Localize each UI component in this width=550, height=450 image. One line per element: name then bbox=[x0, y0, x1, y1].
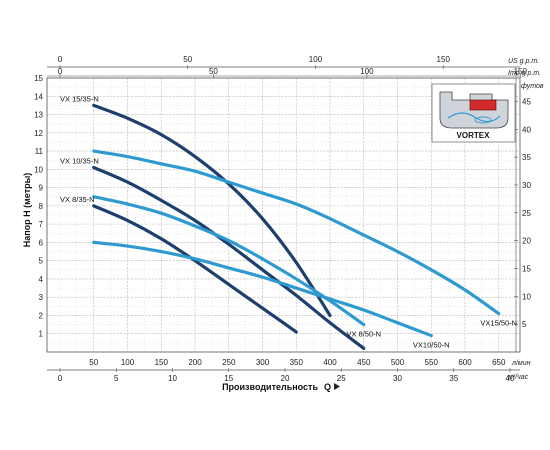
x-tick-label: 450 bbox=[357, 358, 371, 367]
vortex-inset: VORTEX bbox=[431, 83, 516, 143]
curve-labels: VX 15/35-N VX 10/35-N VX 8/35-N VX 8/50-N VX… bbox=[60, 94, 517, 349]
x-tick-label: 650 bbox=[492, 358, 506, 367]
y2-tick-label: 20 bbox=[522, 237, 531, 246]
top-us-tick-label: 100 bbox=[309, 55, 323, 64]
x2-unit-label: м³/час bbox=[508, 374, 529, 381]
y-tick-label: 10 bbox=[34, 165, 43, 174]
y-tick-label: 9 bbox=[39, 184, 44, 193]
x-tick-label: 150 bbox=[155, 358, 169, 367]
x2-tick-label: 20 bbox=[281, 374, 290, 383]
y-tick-label: 11 bbox=[35, 147, 44, 156]
x-tick-label: 600 bbox=[458, 358, 472, 367]
series-label-vx-15-35-n: VX 15/35-N bbox=[60, 94, 99, 103]
y-tick-label: 7 bbox=[39, 220, 44, 229]
x-tick-label: 400 bbox=[323, 358, 337, 367]
series-line-vx-15-35-n bbox=[92, 103, 332, 318]
x2-tick-label: 35 bbox=[449, 374, 458, 383]
y-tick-label: 15 bbox=[34, 74, 43, 83]
y2-tick-label: 25 bbox=[522, 209, 531, 218]
x2-tick-label: 10 bbox=[168, 374, 177, 383]
y-tick-label: 13 bbox=[34, 111, 43, 120]
x-tick-label: 550 bbox=[425, 358, 439, 367]
series-label-vx-8-50-n: VX 8/50-N bbox=[346, 330, 381, 339]
x-axis-title: Производительность bbox=[222, 382, 318, 392]
x2-tick-label: 25 bbox=[337, 374, 346, 383]
impeller-icon bbox=[469, 99, 497, 111]
top-us-tick-label: 50 bbox=[183, 55, 192, 64]
y-tick-label: 1 bbox=[39, 330, 44, 339]
y-tick-label: 4 bbox=[39, 275, 44, 284]
y2-unit-label: футов bbox=[521, 83, 544, 90]
y2-tick-label: 5 bbox=[522, 320, 527, 329]
y-tick-label: 5 bbox=[39, 257, 44, 266]
y2-tick-label: 35 bbox=[522, 153, 531, 162]
x-axis-title-arrow-icon bbox=[334, 383, 340, 390]
x-tick-label: 500 bbox=[391, 358, 405, 367]
series-label-vx15-50-n: VX15/50-N bbox=[480, 319, 517, 328]
x-tick-label: 250 bbox=[222, 358, 236, 367]
y2-tick-label: 10 bbox=[522, 292, 531, 301]
y-tick-label: 3 bbox=[39, 293, 44, 302]
x-unit-label: л/мин bbox=[511, 360, 531, 367]
series-label-vx-10-35-n: VX 10/35-N bbox=[60, 157, 99, 166]
y2-tick-label: 15 bbox=[522, 264, 531, 273]
series-line-vx10-50-n bbox=[92, 240, 433, 338]
x-tick-label: 200 bbox=[188, 358, 202, 367]
y-tick-label: 6 bbox=[39, 238, 44, 247]
plot-frame bbox=[46, 66, 521, 371]
x-axis-variable: Q bbox=[324, 382, 331, 392]
series-line-vx-10-35-n bbox=[92, 165, 366, 350]
y-tick-label: 8 bbox=[39, 202, 44, 211]
x2-tick-label: 5 bbox=[114, 374, 119, 383]
x-tick-label: 350 bbox=[290, 358, 304, 367]
top-us-tick-label: 0 bbox=[58, 55, 63, 64]
inset-label: VORTEX bbox=[457, 131, 491, 140]
top-us-tick-label: 150 bbox=[437, 55, 451, 64]
top-imp-tick-label: 50 bbox=[209, 67, 218, 76]
series-group bbox=[92, 103, 501, 350]
x2-tick-label: 40 bbox=[506, 374, 515, 383]
y-tick-label: 2 bbox=[39, 311, 44, 320]
top-imp-tick-label: 0 bbox=[58, 67, 63, 76]
vortex-swirl-icon bbox=[474, 116, 492, 124]
grid bbox=[47, 77, 520, 353]
top-imp-tick-label: 100 bbox=[360, 67, 374, 76]
series-line-vx-8-35-n bbox=[92, 204, 298, 334]
y-tick-label: 12 bbox=[34, 129, 43, 138]
plot-border bbox=[46, 77, 521, 353]
x2-tick-label: 30 bbox=[393, 374, 402, 383]
x-tick-label: 300 bbox=[256, 358, 270, 367]
series-label-vx-8-35-n: VX 8/35-N bbox=[60, 195, 95, 204]
top-imp-tick-label: 150 bbox=[514, 67, 528, 76]
x-tick-label: 50 bbox=[89, 358, 98, 367]
y2-tick-label: 40 bbox=[522, 125, 531, 134]
top-imp-unit-label: Imp g.p.m. bbox=[508, 70, 541, 77]
x-tick-label: 100 bbox=[121, 358, 135, 367]
y2-tick-label: 45 bbox=[522, 97, 531, 106]
y2-tick-label: 30 bbox=[522, 181, 531, 190]
top-us-unit-label: US g.p.m. bbox=[508, 58, 539, 65]
series-label-vx10-50-n: VX10/50-N bbox=[413, 341, 450, 350]
x2-tick-label: 0 bbox=[58, 374, 63, 383]
y-tick-label: 14 bbox=[34, 92, 43, 101]
y-axis-title: Напор H (метры) bbox=[22, 173, 32, 248]
x2-tick-label: 15 bbox=[224, 374, 233, 383]
series-line-vx15-50-n bbox=[92, 149, 501, 316]
